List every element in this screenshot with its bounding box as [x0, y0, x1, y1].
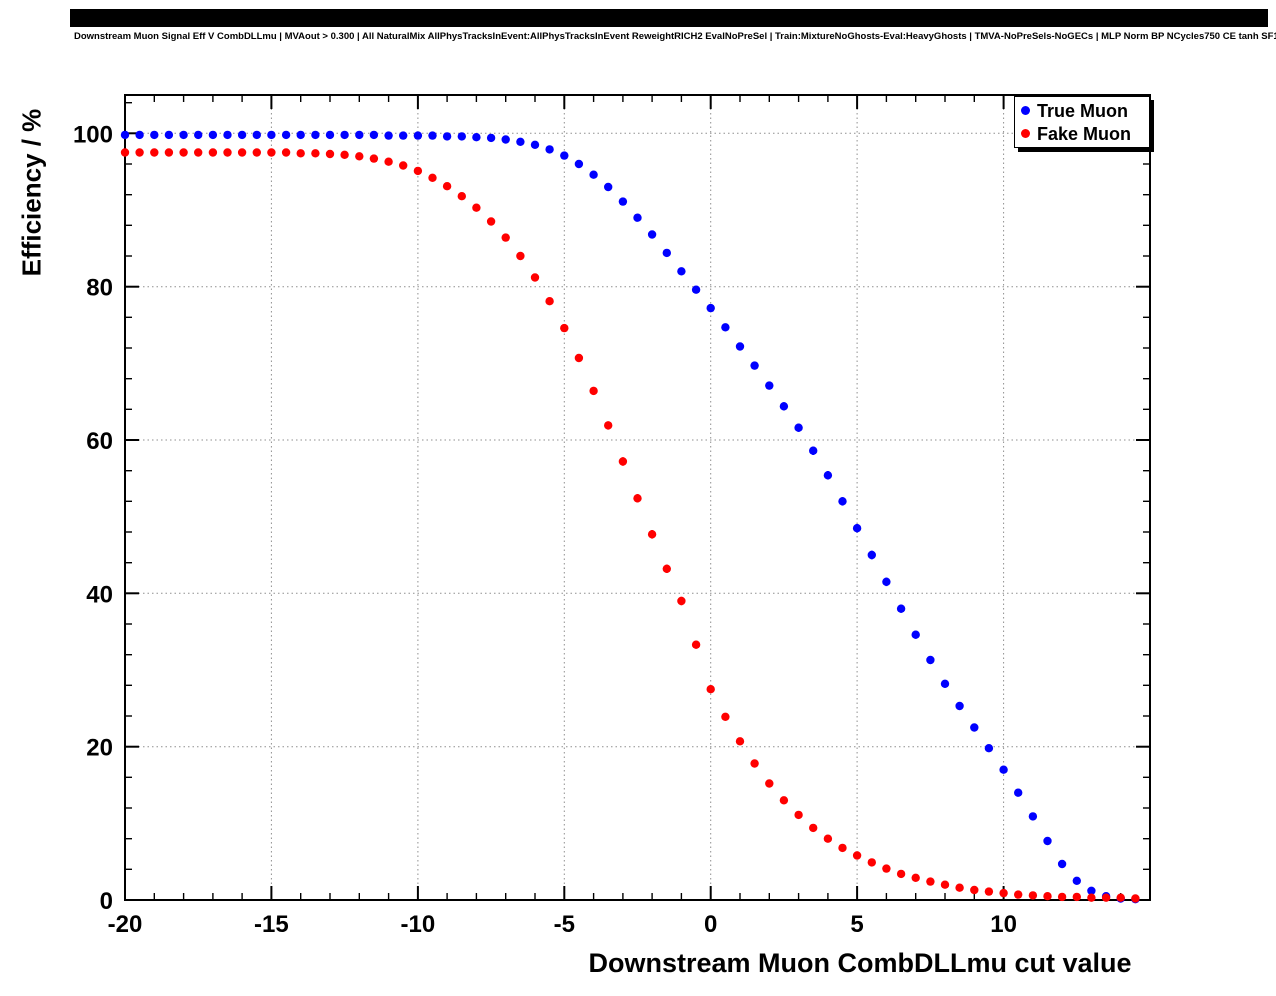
x-tick-labels: -20 -15 -10 -5 0 5 10: [108, 911, 1017, 938]
svg-text:-15: -15: [254, 911, 289, 938]
x-axis-title: Downstream Muon CombDLLmu cut value: [588, 948, 1132, 978]
title-bar-strip: [70, 9, 1268, 27]
y-axis-title-wrap: Efficiency / %: [6, 95, 58, 290]
plot-frame: [124, 94, 1151, 901]
fake-muon-marker-icon: [1021, 129, 1030, 138]
legend: True Muon Fake Muon: [1014, 96, 1150, 148]
svg-text:80: 80: [86, 275, 113, 302]
svg-text:-20: -20: [108, 911, 143, 938]
svg-text:5: 5: [850, 911, 863, 938]
svg-text:40: 40: [86, 581, 113, 608]
y-tick-labels: 0 20 40 60 80 100: [73, 121, 113, 915]
plot-title: Downstream Muon Signal Eff V CombDLLmu |…: [74, 31, 1276, 42]
y-axis-title: Efficiency / %: [16, 108, 47, 277]
legend-entry-true-muon: True Muon: [1021, 100, 1149, 122]
series-true-muon: [120, 130, 1140, 904]
axis-ticks: [124, 95, 1150, 901]
svg-text:10: 10: [990, 911, 1017, 938]
svg-text:100: 100: [73, 121, 113, 148]
svg-text:-10: -10: [401, 911, 436, 938]
legend-entry-fake-muon: Fake Muon: [1021, 123, 1149, 145]
legend-label-fake-muon: Fake Muon: [1037, 123, 1132, 144]
svg-text:-5: -5: [554, 911, 575, 938]
svg-text:0: 0: [704, 911, 717, 938]
svg-text:20: 20: [86, 735, 113, 762]
legend-label-true-muon: True Muon: [1037, 100, 1128, 121]
true-muon-marker-icon: [1021, 106, 1030, 115]
svg-text:60: 60: [86, 428, 113, 455]
svg-text:0: 0: [100, 888, 113, 915]
series-fake-muon: [120, 148, 1140, 903]
